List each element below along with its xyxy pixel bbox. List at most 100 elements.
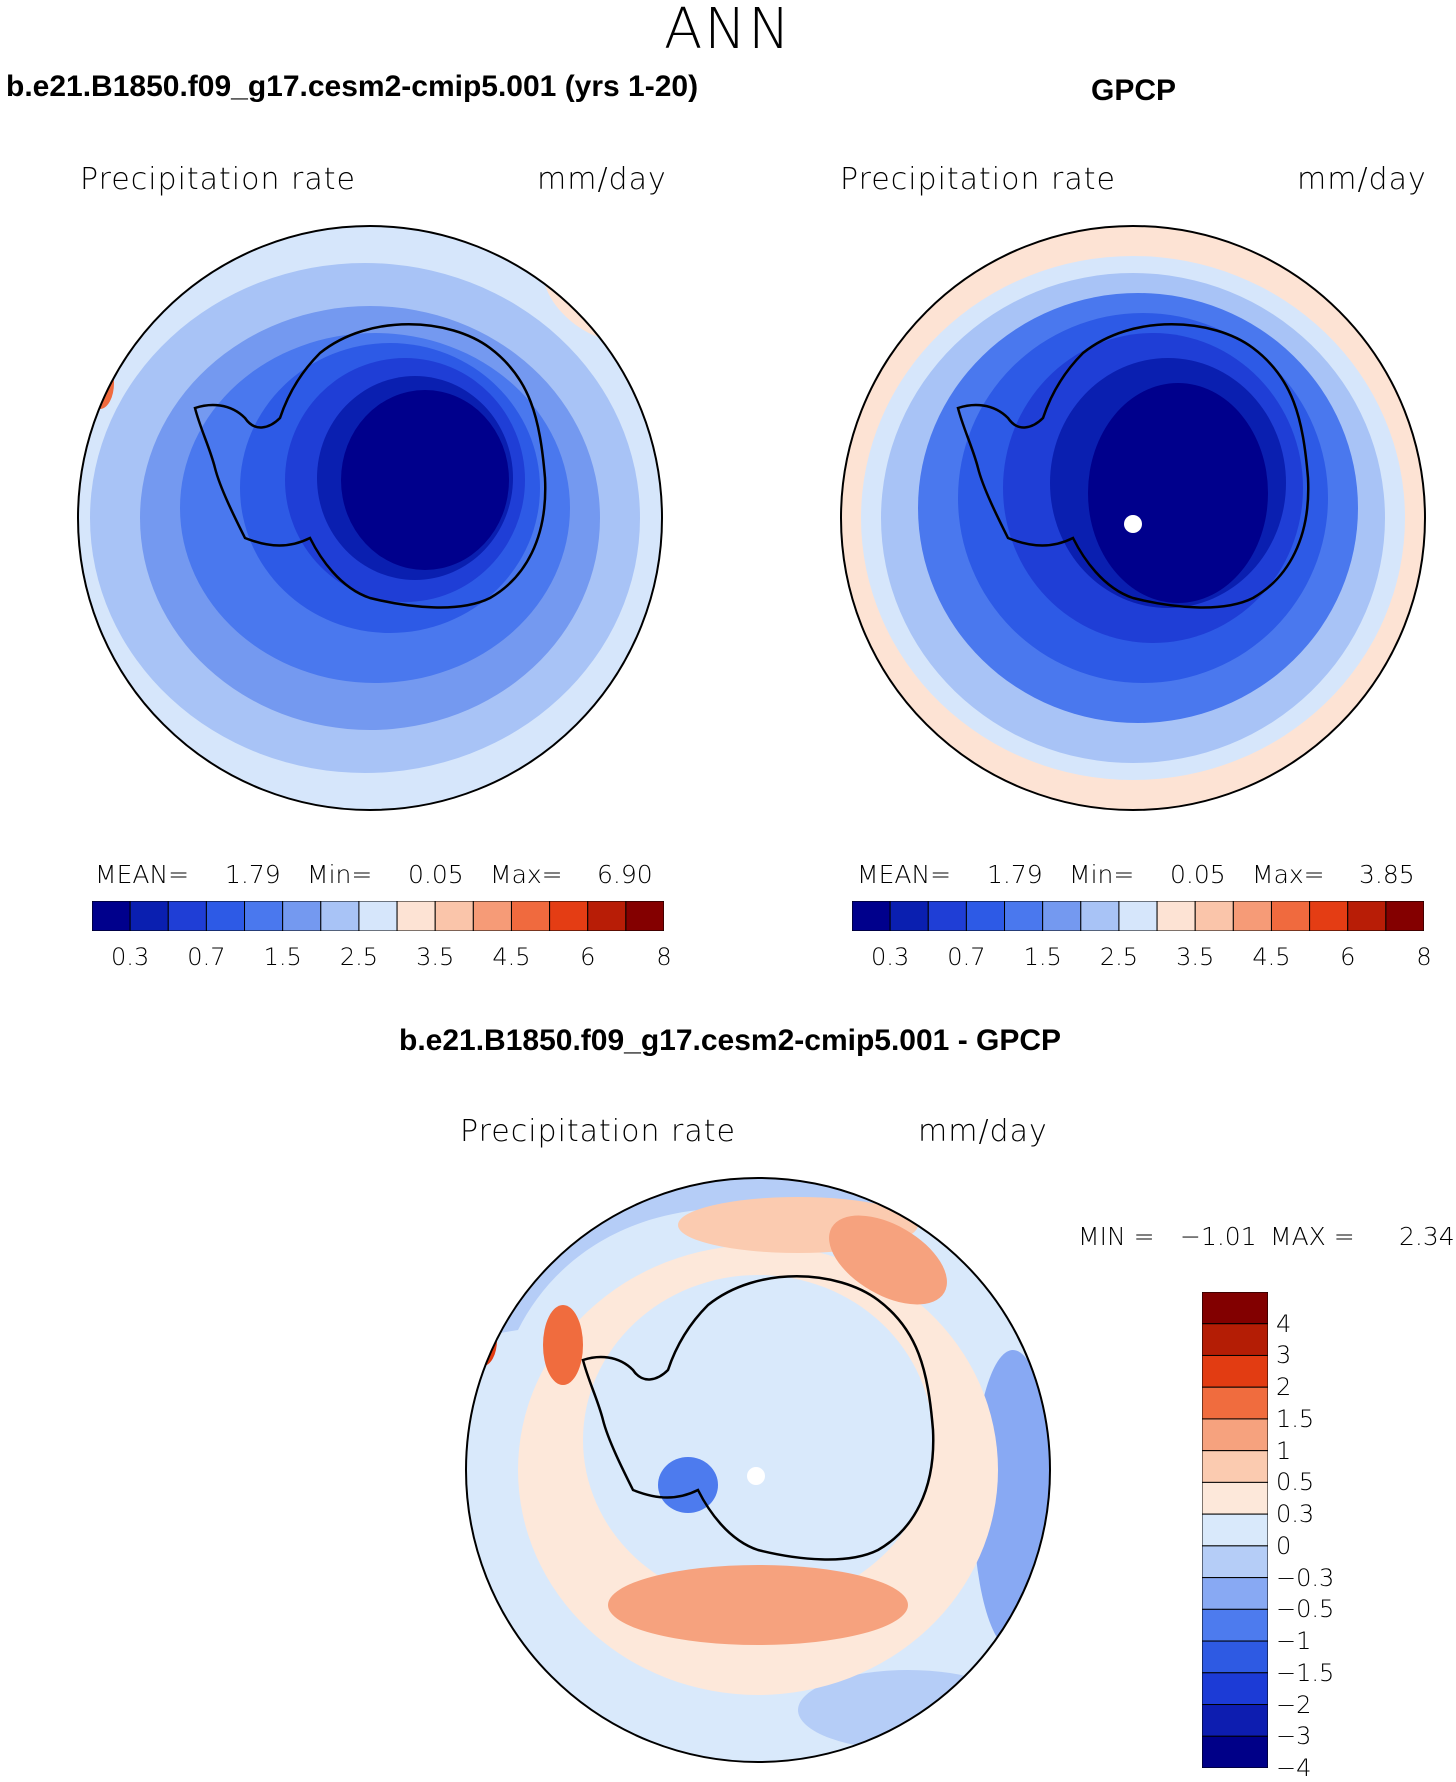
colorbar-tick-label: 4	[1276, 1309, 1292, 1338]
colorbar-swatch	[889, 901, 929, 931]
colorbar-tick-label: 0.7	[947, 943, 986, 971]
colorbar-swatch	[1004, 901, 1044, 931]
polar-map-obs	[840, 225, 1426, 811]
colorbar-swatch	[205, 901, 246, 931]
colorbar-tick-label: −1	[1276, 1627, 1312, 1656]
stats-max-label-obs: Max=	[1252, 860, 1325, 889]
colorbar-tick-label: 2.5	[1099, 943, 1139, 971]
map-border	[465, 1177, 1051, 1763]
variable-label-model: Precipitation rate	[80, 162, 356, 197]
colorbar-swatch	[510, 901, 551, 931]
colorbar-tick-label: 0.7	[187, 943, 226, 971]
colorbar-tick-label: 6	[580, 943, 596, 971]
colorbar-tick-label: 2	[1276, 1373, 1292, 1402]
polar-map-diff	[465, 1177, 1051, 1763]
colorbar-swatch	[129, 901, 169, 931]
contour-1-5-northeast	[829, 1215, 947, 1305]
diff-min: −1.01	[1180, 1222, 1257, 1251]
colorbar-swatch	[244, 901, 284, 931]
colorbar-ticks-obs: 0.3 0.7 1.5 2.5 3.5 4.5 6 8	[852, 943, 1432, 973]
colorbar-tick-label: −3	[1276, 1722, 1312, 1751]
colorbar-swatch	[1202, 1513, 1268, 1547]
stats-min-model: 0.05	[408, 860, 464, 889]
colorbar-swatch	[1309, 901, 1349, 931]
panel-title-model: b.e21.B1850.f09_g17.cesm2-cmip5.001 (yrs…	[6, 70, 699, 103]
colorbar-model	[92, 901, 664, 931]
colorbar-swatch	[1202, 1672, 1268, 1706]
colorbar-swatch	[167, 901, 207, 931]
colorbar-swatch	[1202, 1386, 1268, 1420]
colorbar-swatch	[1202, 1323, 1268, 1356]
colorbar-swatch	[1118, 901, 1158, 931]
colorbar-swatch	[1202, 1418, 1268, 1452]
colorbar-tick-label: 3.5	[416, 943, 455, 971]
colorbar-ticks-model: 0.3 0.7 1.5 2.5 3.5 4.5 6 8	[92, 943, 672, 973]
season-title: ANN	[663, 0, 793, 62]
colorbar-swatch	[625, 901, 664, 931]
stats-max-label-model: Max=	[490, 860, 563, 889]
colorbar-tick-label: 2.5	[339, 943, 379, 971]
colorbar-swatch	[1194, 901, 1234, 931]
colorbar-swatch	[965, 901, 1006, 931]
colorbar-swatch	[1202, 1640, 1268, 1674]
colorbar-tick-label: 8	[1416, 943, 1432, 971]
units-label-diff: mm/day	[918, 1114, 1048, 1149]
units-label-model: mm/day	[537, 162, 667, 197]
colorbar-swatch	[1202, 1704, 1268, 1737]
colorbar-swatch	[1270, 901, 1311, 931]
colorbar-swatch	[1202, 1608, 1268, 1642]
diff-min-label: MIN =	[1078, 1222, 1155, 1251]
colorbar-tick-label: 0.5	[1276, 1468, 1315, 1497]
colorbar-swatch	[1202, 1577, 1268, 1610]
colorbar-swatch	[434, 901, 474, 931]
colorbar-tick-label: 0.3	[871, 943, 910, 971]
stats-mean-label-model: MEAN=	[95, 860, 190, 889]
variable-label-diff: Precipitation rate	[460, 1114, 736, 1149]
colorbar-swatch	[1385, 901, 1424, 931]
colorbar-swatch	[92, 901, 131, 931]
colorbar-tick-label: 0.3	[1276, 1500, 1315, 1529]
colorbar-swatch	[1347, 901, 1387, 931]
contour-1-5-south	[608, 1565, 908, 1645]
colorbar-tick-label: −1.5	[1276, 1658, 1335, 1687]
colorbar-tick-label: −0.3	[1276, 1563, 1335, 1592]
colorbar-tick-label: 0	[1276, 1531, 1292, 1560]
colorbar-swatch	[1202, 1545, 1268, 1579]
coastline	[956, 323, 1310, 609]
stats-max-model: 6.90	[597, 860, 653, 889]
stats-min-label-obs: Min=	[1069, 860, 1135, 889]
colorbar-swatch	[1202, 1450, 1268, 1483]
pole-missing-dot	[747, 1467, 765, 1485]
colorbar-tick-label: 4.5	[1252, 943, 1291, 971]
colorbar-swatch	[587, 901, 627, 931]
colorbar-tick-label: −2	[1276, 1690, 1312, 1719]
colorbar-swatch	[320, 901, 360, 931]
diff-max: 2.34	[1399, 1222, 1455, 1251]
contour-2-peninsula	[543, 1305, 583, 1385]
panel-title-obs: GPCP	[1091, 74, 1177, 107]
colorbar-tick-label: 6	[1340, 943, 1356, 971]
colorbar-tick-label: 1.5	[263, 943, 302, 971]
colorbar-swatch	[1202, 1735, 1268, 1768]
colorbar-tick-label: 8	[656, 943, 672, 971]
colorbar-swatch	[396, 901, 436, 931]
contour-0-inner	[583, 1275, 933, 1605]
colorbar-swatch	[1080, 901, 1120, 931]
units-label-obs: mm/day	[1297, 162, 1427, 197]
stats-mean-model: 1.79	[225, 860, 281, 889]
map-border	[840, 225, 1426, 811]
colorbar-swatch	[1202, 1292, 1268, 1325]
colorbar-tick-label: 4.5	[492, 943, 531, 971]
colorbar-ticks-diff: 4 3 2 1.5 1 0.5 0.3 0 −0.3 −0.5 −1 −1.5 −2 −3 −4	[1276, 1292, 1366, 1782]
colorbar-tick-label: −4	[1276, 1754, 1312, 1782]
contour-lt-0-3	[341, 390, 509, 570]
colorbar-tick-label: −0.5	[1276, 1595, 1335, 1624]
stats-max-obs: 3.85	[1359, 860, 1415, 889]
colorbar-swatch	[1156, 901, 1196, 931]
pole-missing-dot	[1124, 515, 1142, 533]
colorbar-swatch	[852, 901, 891, 931]
colorbar-tick-label: 3.5	[1176, 943, 1215, 971]
colorbar-diff	[1202, 1292, 1268, 1768]
colorbar-tick-label: 1	[1276, 1436, 1292, 1465]
stats-mean-label-obs: MEAN=	[857, 860, 952, 889]
